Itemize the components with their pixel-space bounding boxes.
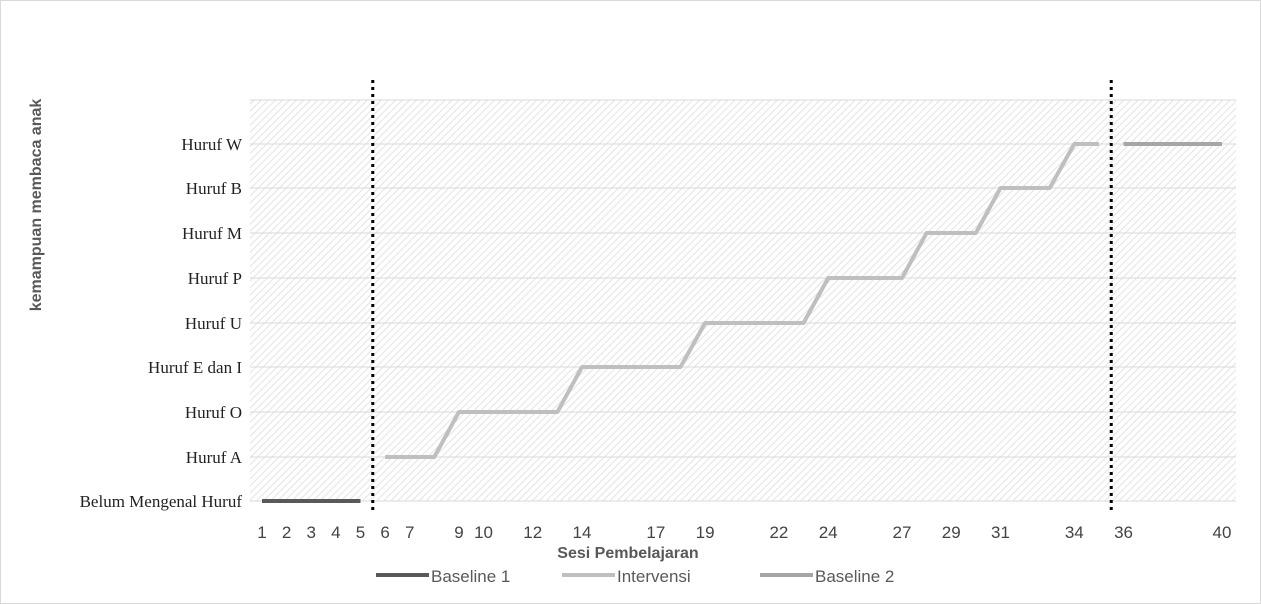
y-axis-title: kemampuan membaca anak <box>28 99 45 312</box>
y-tick-label: Huruf A <box>186 448 243 467</box>
series-line-intervensi <box>385 142 1099 459</box>
legend-label: Intervensi <box>617 567 691 586</box>
x-tick-label: 9 <box>454 523 463 542</box>
x-tick-label: 6 <box>380 523 389 542</box>
x-tick-label: 36 <box>1114 523 1133 542</box>
y-tick-label: Huruf W <box>181 135 243 154</box>
y-axis-ticks: Belum Mengenal Huruf Huruf A Huruf O Huruf … <box>80 135 243 511</box>
x-tick-label: 17 <box>646 523 665 542</box>
phase-change-lines <box>371 80 1113 512</box>
x-tick-label: 3 <box>306 523 315 542</box>
legend-label: Baseline 2 <box>815 567 894 586</box>
x-tick-label: 2 <box>282 523 291 542</box>
x-tick-label: 1 <box>257 523 266 542</box>
x-axis-title: Sesi Pembelajaran <box>557 545 698 562</box>
y-tick-label: Belum Mengenal Huruf <box>80 492 243 511</box>
y-tick-label: Huruf U <box>185 314 242 333</box>
x-tick-label: 7 <box>405 523 414 542</box>
x-tick-label: 34 <box>1065 523 1084 542</box>
y-tick-label: Huruf M <box>182 224 242 243</box>
y-tick-label: Huruf P <box>188 269 242 288</box>
legend-label: Baseline 1 <box>431 567 510 586</box>
x-tick-label: 5 <box>356 523 365 542</box>
x-tick-label: 31 <box>991 523 1010 542</box>
x-axis-ticks: 1 2 3 4 5 6 7 9 10 12 14 17 19 22 24 27 29 31 34 36 40 <box>257 523 1231 542</box>
x-tick-label: 22 <box>769 523 788 542</box>
x-tick-label: 27 <box>893 523 912 542</box>
series-lines <box>262 142 1222 503</box>
y-tick-label: Huruf O <box>185 403 242 422</box>
x-tick-label: 10 <box>474 523 493 542</box>
legend: Baseline 1 Intervensi Baseline 2 <box>376 567 894 586</box>
plot-area <box>250 100 1236 501</box>
x-tick-label: 14 <box>573 523 592 542</box>
x-tick-label: 12 <box>523 523 542 542</box>
y-tick-label: Huruf B <box>186 179 242 198</box>
x-tick-label: 4 <box>331 523 340 542</box>
x-tick-label: 19 <box>696 523 715 542</box>
x-tick-label: 24 <box>819 523 838 542</box>
x-tick-label: 40 <box>1213 523 1232 542</box>
y-tick-label: Huruf E dan I <box>148 358 242 377</box>
x-tick-label: 29 <box>942 523 961 542</box>
gridlines <box>250 99 1236 502</box>
